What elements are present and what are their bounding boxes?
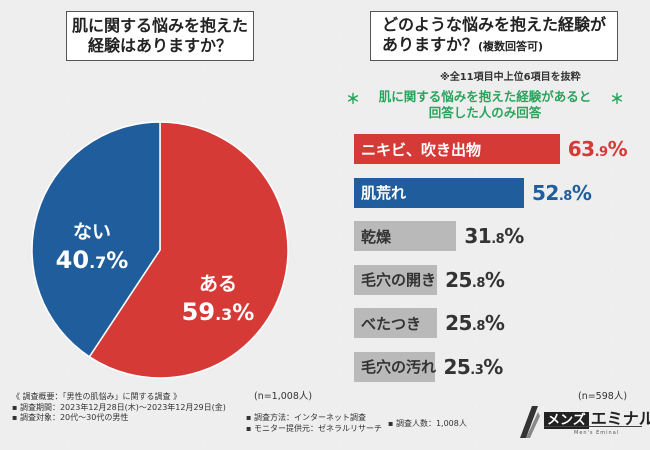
bar-label: べたつき (361, 314, 422, 333)
bar-label: ニキビ、吹き出物 (361, 140, 482, 159)
bar-row: 毛穴の汚れ 25.3% (354, 351, 503, 382)
logo-box-text: メンズ (544, 412, 589, 429)
logo-text: メンズ エミナル (544, 405, 650, 429)
left-question-line2: 経験はありますか？ (87, 36, 232, 55)
bar-value: 63.9% (567, 137, 628, 161)
logo-divider (544, 426, 642, 427)
star-right-icon: ＊ (610, 92, 624, 108)
survey-count: ▪ 調査人数：1,008人 (388, 419, 467, 428)
bar: 毛穴の汚れ (354, 351, 437, 382)
bar: 肌荒れ (354, 177, 525, 208)
pie-label-yes: ある (199, 273, 237, 295)
right-question-line1: どのような悩みを抱えた経験が (381, 15, 606, 34)
pie-value-no: 40.7% (56, 246, 129, 274)
survey-period: ▪ 調査期間：2023年12月28日(木)～2023年12月29日(金) (12, 402, 226, 412)
bar-row: 乾燥 31.8% (354, 221, 524, 251)
bar-value: 25.8% (445, 267, 505, 292)
left-question-box: 肌に関する悩みを抱えた 経験はありますか？ (66, 11, 254, 61)
survey-summary: 《 調査概要：「男性の肌悩み」に関する調査 》 ▪ 調査期間：2023年12月2… (12, 392, 226, 424)
pie-value-yes: 59.3% (182, 298, 255, 326)
survey-target: ▪ 調査対象：20代～30代の男性 (12, 413, 129, 423)
bar-row: ニキビ、吹き出物 63.9% (354, 134, 628, 164)
bar-value: 52.8% (532, 180, 592, 205)
survey-summary-mid: ▪ 調査方法：インターネット調査 ▪ モニター提供元：ゼネラルリサーチ (246, 413, 382, 434)
logo-subtext: Men's Eminal (574, 430, 620, 436)
pie-chart: ある 59.3% ない 40.7% (31, 121, 289, 379)
survey-method: ▪ 調査方法：インターネット調査 (246, 413, 366, 422)
bar-value: 31.8% (464, 224, 524, 248)
brand-logo: メンズ エミナル Men's Eminal (514, 402, 650, 442)
top6-note: ※全11項目中上位6項目を抜粋 (440, 72, 581, 83)
bar-row: べたつき 25.8% (354, 308, 505, 338)
pie-slice-yes (88, 121, 289, 379)
left-question-line1: 肌に関する悩みを抱えた (71, 16, 248, 35)
survey-provider: ▪ モニター提供元：ゼネラルリサーチ (246, 423, 382, 433)
answered-note-line1: 肌に関する悩みを抱えた経験があると (378, 89, 592, 104)
pie-label-no: ない (73, 221, 111, 243)
right-question-box: どのような悩みを抱えた経験が ありますか？(複数回答可) (370, 11, 618, 61)
right-question-multi-note: (複数回答可) (478, 40, 544, 53)
bar-row: 肌荒れ 52.8% (354, 177, 592, 208)
bar: べたつき (354, 308, 438, 338)
logo-name: エミナル (590, 409, 650, 428)
bar: ニキビ、吹き出物 (354, 134, 560, 164)
left-n-label: (n=1,008人) (254, 391, 313, 402)
logo-mark-icon (520, 406, 540, 438)
bar: 乾燥 (354, 221, 457, 251)
bar: 毛穴の開き (354, 264, 438, 295)
answered-note-line2: 回答した人のみ回答 (428, 105, 542, 120)
bar-value: 25.3% (443, 354, 503, 379)
right-n-label: (n=598人) (578, 391, 628, 402)
bar-label: 毛穴の汚れ (361, 358, 437, 376)
bar-value: 25.8% (445, 311, 505, 335)
bar-label: 乾燥 (361, 227, 392, 246)
bar-row: 毛穴の開き 25.8% (354, 264, 505, 295)
bar-label: 毛穴の開き (361, 271, 437, 289)
right-question-line2: ありますか？ (381, 35, 478, 54)
bar-label: 肌荒れ (361, 184, 407, 202)
pie-slice-no (31, 121, 161, 358)
survey-overview: 《 調査概要：「男性の肌悩み」に関する調査 》 (12, 392, 182, 401)
star-left-icon: ＊ (346, 92, 360, 108)
answered-note: ＊ 肌に関する悩みを抱えた経験があると 回答した人のみ回答 ＊ (346, 84, 624, 126)
